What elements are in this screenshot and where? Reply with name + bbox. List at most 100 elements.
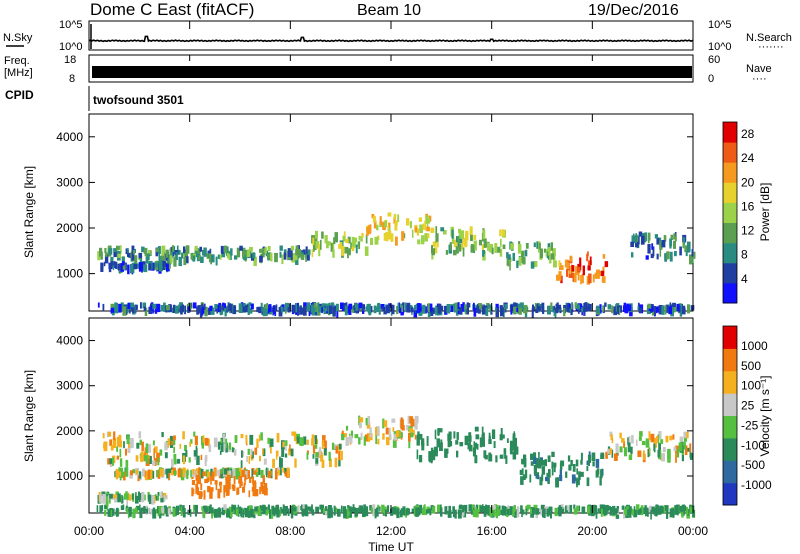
cell-power-4-47 [500, 238, 502, 247]
cell-power-0-176 [246, 249, 251, 257]
cell-velocity-1-67 [119, 467, 123, 472]
cell-velocity-6-70 [638, 436, 642, 441]
cell-power-3-50 [376, 224, 379, 231]
cell-power-4-25 [481, 244, 484, 250]
cell-velocity-4-56 [475, 434, 480, 440]
cell-power-8-53 [613, 306, 618, 316]
cell-velocity-0-141 [154, 446, 158, 454]
cell-power-8-369 [321, 307, 323, 314]
cell-velocity-0-38 [116, 446, 118, 452]
cell-velocity-4-50 [440, 439, 443, 445]
x-axis: 00:00 04:00 08:00 12:00 16:00 20:00 00:00 [74, 21, 708, 538]
cell-power-2-21 [318, 246, 321, 257]
cell-velocity-7-293 [543, 508, 546, 518]
cell-velocity-5-56 [523, 454, 527, 465]
cell-power-8-404 [358, 302, 363, 309]
cell-velocity-2-32 [200, 483, 203, 491]
cell-velocity-5-66 [571, 474, 576, 484]
cell-velocity-8-43 [102, 493, 106, 504]
cell-velocity-4-20 [450, 441, 453, 447]
cell-velocity-5-0 [547, 455, 551, 462]
cell-velocity-8-36 [125, 491, 128, 500]
cell-velocity-7-390 [639, 508, 642, 514]
cell-power-3-27 [403, 233, 406, 239]
cell-power-0-38 [253, 256, 257, 266]
cell-velocity-0-166 [147, 444, 152, 453]
cell-velocity-7-502 [429, 508, 432, 516]
cell-power-8-409 [672, 302, 676, 308]
cell-velocity-5-36 [538, 451, 540, 461]
cell-velocity-7-466 [532, 507, 535, 515]
colorbar-velocity-swatch-0 [723, 482, 737, 506]
cell-velocity-1-82 [277, 467, 281, 473]
cell-power-7-41 [675, 236, 677, 242]
cell-power-4-60 [499, 229, 502, 237]
cell-velocity-1-99 [182, 467, 186, 473]
cell-velocity-5-1 [580, 459, 583, 465]
cell-velocity-3-31 [343, 433, 347, 438]
cell-velocity-7-505 [689, 506, 694, 513]
cell-velocity-7-381 [525, 508, 528, 516]
cell-power-0-42 [217, 254, 222, 259]
cell-velocity-7-311 [402, 506, 406, 516]
cell-power-0-117 [249, 247, 253, 252]
cell-power-0-65 [295, 256, 299, 265]
nave-label: Nave [746, 63, 772, 75]
cell-velocity-7-287 [155, 508, 158, 514]
cell-velocity-1-148 [147, 469, 151, 480]
cell-velocity-1-61 [144, 471, 149, 481]
cell-power-2-34 [328, 241, 331, 246]
cell-power-1-50 [113, 261, 116, 266]
cell-power-0-177 [143, 249, 146, 254]
cell-velocity-0-156 [109, 458, 113, 464]
cell-velocity-4-39 [514, 446, 519, 455]
cell-velocity-5-29 [530, 453, 534, 461]
cell-velocity-7-478 [231, 504, 234, 512]
cell-power-8-504 [214, 304, 218, 309]
cell-velocity-4-1 [513, 437, 517, 447]
cell-velocity-1-78 [257, 467, 261, 475]
cell-power-0-124 [173, 256, 177, 267]
cell-power-7-24 [654, 234, 658, 239]
cell-velocity-4-40 [509, 440, 514, 451]
cell-velocity-0-188 [315, 452, 319, 458]
cell-velocity-7-516 [348, 506, 352, 512]
cell-power-7-30 [686, 243, 691, 253]
cell-velocity-6-18 [658, 442, 661, 452]
noise-left-label: N.Sky [3, 32, 33, 44]
cell-power-8-440 [114, 302, 118, 312]
cell-velocity-1-152 [198, 467, 201, 476]
cell-power-5-31 [536, 241, 538, 249]
cell-velocity-3-14 [366, 422, 371, 429]
cell-power-0-79 [228, 253, 231, 261]
cell-power-2-40 [334, 232, 338, 242]
cell-velocity-7-274 [374, 508, 377, 519]
cell-power-1-0 [151, 262, 155, 271]
cell-power-0-182 [307, 249, 311, 256]
cell-velocity-7-444 [530, 508, 534, 514]
cell-velocity-0-71 [248, 456, 251, 464]
cell-velocity-7-450 [601, 504, 605, 515]
cell-velocity-7-477 [359, 506, 363, 513]
cell-power-8-314 [323, 307, 327, 315]
cell-power-4-30 [483, 238, 487, 248]
cell-velocity-0-147 [126, 435, 130, 445]
xtick-label-5: 20:00 [577, 524, 607, 538]
cell-velocity-6-49 [619, 432, 622, 439]
cell-power-8-517 [457, 302, 460, 310]
cell-velocity-0-130 [107, 458, 112, 465]
cell-velocity-0-40 [246, 456, 248, 462]
cell-velocity-7-520 [679, 506, 682, 511]
cell-power-8-447 [192, 302, 197, 309]
cell-velocity-7-418 [507, 505, 510, 510]
cell-velocity-3-4 [400, 419, 404, 430]
cell-power-0-3 [128, 252, 131, 258]
cell-power-4-48 [479, 239, 482, 246]
cell-velocity-7-506 [595, 509, 598, 519]
colorbar-power-tick-6: 28 [741, 127, 755, 141]
cell-velocity-7-386 [194, 508, 197, 517]
cell-power-5-2 [512, 252, 515, 261]
cell-velocity-4-46 [476, 443, 479, 450]
cell-velocity-0-119 [250, 453, 253, 458]
cell-power-3-32 [370, 237, 373, 245]
